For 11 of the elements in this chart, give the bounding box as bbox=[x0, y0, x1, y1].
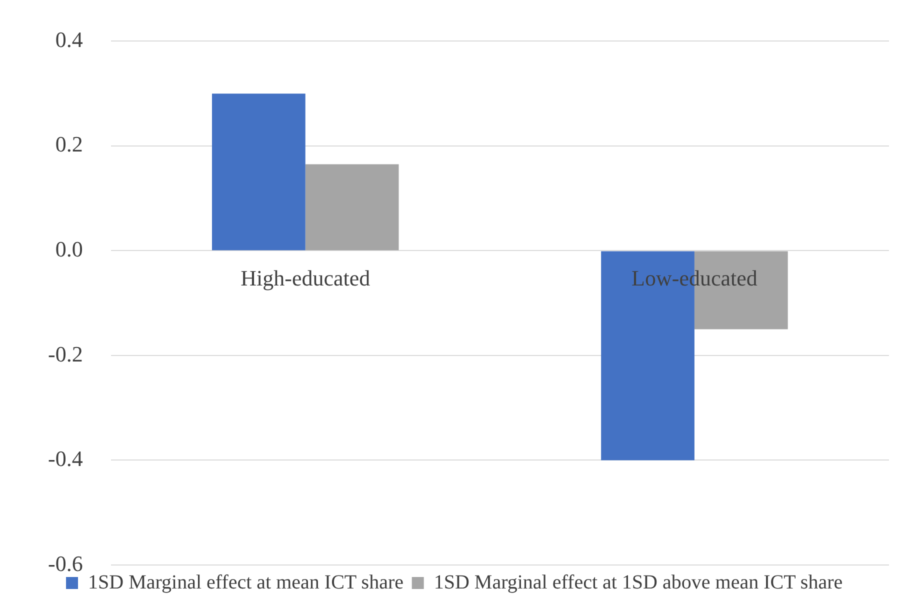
x-tick-label: High-educated bbox=[240, 266, 370, 290]
bar bbox=[305, 164, 399, 250]
y-tick-label: -0.6 bbox=[48, 550, 83, 576]
y-tick-label: 0.4 bbox=[55, 26, 83, 52]
y-tick-label: -0.4 bbox=[48, 446, 83, 472]
y-tick-label: -0.2 bbox=[48, 341, 83, 366]
bar bbox=[212, 94, 306, 250]
y-tick-label: 0.0 bbox=[55, 236, 83, 262]
y-tick-label: 0.2 bbox=[55, 132, 83, 157]
legend-label: 1SD Marginal effect at mean ICT share bbox=[88, 571, 404, 594]
legend-label: 1SD Marginal effect at 1SD above mean ICT share bbox=[434, 571, 843, 594]
